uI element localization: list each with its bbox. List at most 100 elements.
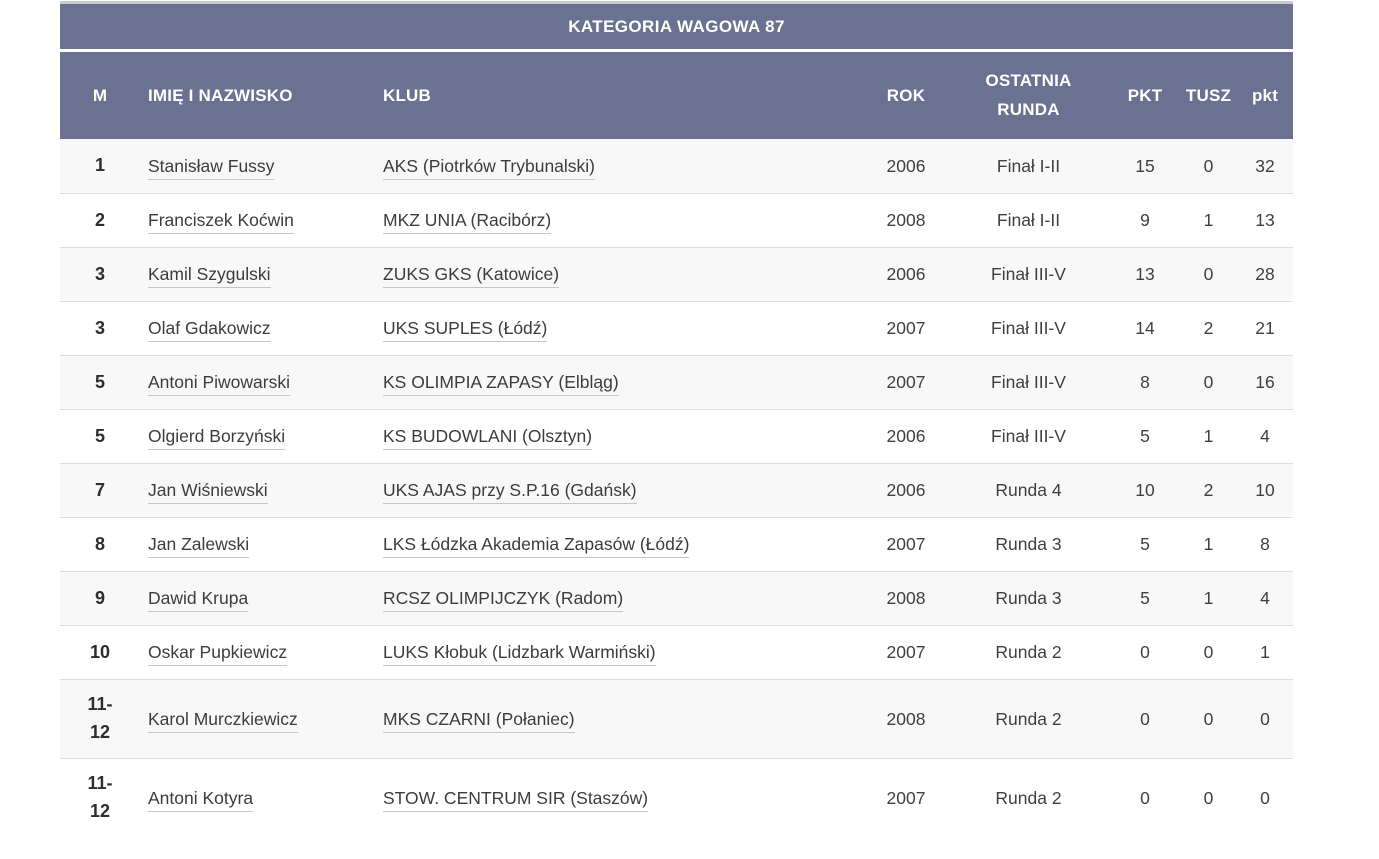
table-row: 7 Jan Wiśniewski UKS AJAS przy S.P.16 (G…	[60, 463, 1294, 517]
athlete-link[interactable]: Olgierd Borzyński	[148, 426, 286, 450]
year-cell: 2006	[865, 139, 947, 193]
club-cell: RCSZ OLIMPIJCZYK (Radom)	[375, 571, 865, 625]
club-link[interactable]: MKZ UNIA (Racibórz)	[383, 210, 552, 234]
year-cell: 2006	[865, 409, 947, 463]
club-link[interactable]: KS OLIMPIA ZAPASY (Elbląg)	[383, 372, 619, 396]
year-cell: 2007	[865, 301, 947, 355]
place-cell: 3	[60, 301, 140, 355]
club-link[interactable]: RCSZ OLIMPIJCZYK (Radom)	[383, 588, 624, 612]
table-title-row: KATEGORIA WAGOWA 87	[60, 4, 1294, 52]
athlete-link[interactable]: Jan Zalewski	[148, 534, 250, 558]
pkt-cell: 0	[1110, 679, 1180, 758]
place-label: 7	[94, 479, 105, 500]
name-cell: Olgierd Borzyński	[140, 409, 375, 463]
athlete-link[interactable]: Franciszek Koćwin	[148, 210, 294, 234]
place-label: 10	[89, 641, 111, 662]
club-cell: UKS SUPLES (Łódź)	[375, 301, 865, 355]
col-header-last-round-label: OSTATNIA RUNDA	[985, 71, 1072, 119]
year-cell: 2006	[865, 247, 947, 301]
place-cell: 2	[60, 193, 140, 247]
club-link[interactable]: KS BUDOWLANI (Olsztyn)	[383, 426, 593, 450]
points-cell: 8	[1237, 517, 1294, 571]
column-header-row: M IMIĘ I NAZWISKO KLUB ROK OSTATNIA RUND…	[60, 52, 1294, 139]
place-cell: 3	[60, 247, 140, 301]
tusz-cell: 1	[1180, 517, 1237, 571]
last-round-cell: Runda 2	[947, 625, 1110, 679]
place-label: 11-12	[87, 694, 113, 742]
club-link[interactable]: AKS (Piotrków Trybunalski)	[383, 155, 596, 180]
table-row: 1 Stanisław Fussy AKS (Piotrków Trybunal…	[60, 139, 1294, 193]
athlete-link[interactable]: Jan Wiśniewski	[148, 480, 268, 504]
athlete-link[interactable]: Antoni Piwowarski	[148, 372, 290, 396]
athlete-link[interactable]: Dawid Krupa	[148, 588, 249, 612]
table-row: 11-12 Antoni Kotyra STOW. CENTRUM SIR (S…	[60, 758, 1294, 837]
col-header-club: KLUB	[375, 52, 865, 139]
club-link[interactable]: UKS AJAS przy S.P.16 (Gdańsk)	[383, 480, 637, 504]
table-row: 5 Olgierd Borzyński KS BUDOWLANI (Olszty…	[60, 409, 1294, 463]
place-cell: 11-12	[60, 679, 140, 758]
pkt-cell: 5	[1110, 517, 1180, 571]
place-label: 8	[94, 533, 105, 554]
place-label: 3	[94, 317, 105, 338]
col-header-year: ROK	[865, 52, 947, 139]
club-link[interactable]: LUKS Kłobuk (Lidzbark Warmiński)	[383, 642, 656, 666]
place-label: 5	[94, 371, 105, 392]
club-cell: MKS CZARNI (Połaniec)	[375, 679, 865, 758]
tusz-cell: 0	[1180, 355, 1237, 409]
points-cell: 0	[1237, 679, 1294, 758]
last-round-cell: Runda 3	[947, 517, 1110, 571]
place-cell: 10	[60, 625, 140, 679]
place-cell: 7	[60, 463, 140, 517]
points-cell: 0	[1237, 758, 1294, 837]
place-label: 1	[94, 155, 105, 176]
points-cell: 16	[1237, 355, 1294, 409]
club-cell: AKS (Piotrków Trybunalski)	[375, 139, 865, 193]
name-cell: Jan Zalewski	[140, 517, 375, 571]
athlete-link[interactable]: Olaf Gdakowicz	[148, 318, 271, 342]
athlete-link[interactable]: Kamil Szygulski	[148, 264, 271, 288]
last-round-cell: Runda 3	[947, 571, 1110, 625]
year-cell: 2007	[865, 355, 947, 409]
last-round-cell: Runda 2	[947, 679, 1110, 758]
pkt-cell: 8	[1110, 355, 1180, 409]
club-cell: KS BUDOWLANI (Olsztyn)	[375, 409, 865, 463]
col-header-points: pkt	[1237, 52, 1294, 139]
results-table: KATEGORIA WAGOWA 87 M IMIĘ I NAZWISKO KL…	[60, 4, 1294, 837]
athlete-link[interactable]: Stanisław Fussy	[148, 155, 275, 180]
club-link[interactable]: LKS Łódzka Akademia Zapasów (Łódź)	[383, 534, 690, 558]
club-link[interactable]: STOW. CENTRUM SIR (Staszów)	[383, 787, 649, 812]
year-cell: 2007	[865, 625, 947, 679]
name-cell: Franciszek Koćwin	[140, 193, 375, 247]
athlete-link[interactable]: Karol Murczkiewicz	[148, 708, 298, 733]
points-cell: 4	[1237, 409, 1294, 463]
col-header-tusz: TUSZ	[1180, 52, 1237, 139]
athlete-link[interactable]: Oskar Pupkiewicz	[148, 642, 288, 666]
table-row: 9 Dawid Krupa RCSZ OLIMPIJCZYK (Radom) 2…	[60, 571, 1294, 625]
last-round-cell: Runda 2	[947, 758, 1110, 837]
place-label: 5	[94, 425, 105, 446]
tusz-cell: 0	[1180, 247, 1237, 301]
points-cell: 4	[1237, 571, 1294, 625]
points-cell: 21	[1237, 301, 1294, 355]
club-link[interactable]: MKS CZARNI (Połaniec)	[383, 708, 575, 733]
athlete-link[interactable]: Antoni Kotyra	[148, 787, 254, 812]
place-label: 3	[94, 263, 105, 284]
points-cell: 1	[1237, 625, 1294, 679]
tusz-cell: 2	[1180, 463, 1237, 517]
club-link[interactable]: UKS SUPLES (Łódź)	[383, 318, 548, 342]
place-cell: 9	[60, 571, 140, 625]
pkt-cell: 10	[1110, 463, 1180, 517]
year-cell: 2006	[865, 463, 947, 517]
table-row: 2 Franciszek Koćwin MKZ UNIA (Racibórz) …	[60, 193, 1294, 247]
name-cell: Antoni Piwowarski	[140, 355, 375, 409]
last-round-cell: Finał I-II	[947, 139, 1110, 193]
name-cell: Kamil Szygulski	[140, 247, 375, 301]
club-link[interactable]: ZUKS GKS (Katowice)	[383, 264, 560, 288]
table-title: KATEGORIA WAGOWA 87	[60, 4, 1294, 52]
points-cell: 28	[1237, 247, 1294, 301]
tusz-cell: 1	[1180, 571, 1237, 625]
place-label: 2	[94, 209, 105, 230]
name-cell: Antoni Kotyra	[140, 758, 375, 837]
pkt-cell: 0	[1110, 625, 1180, 679]
last-round-cell: Finał III-V	[947, 355, 1110, 409]
